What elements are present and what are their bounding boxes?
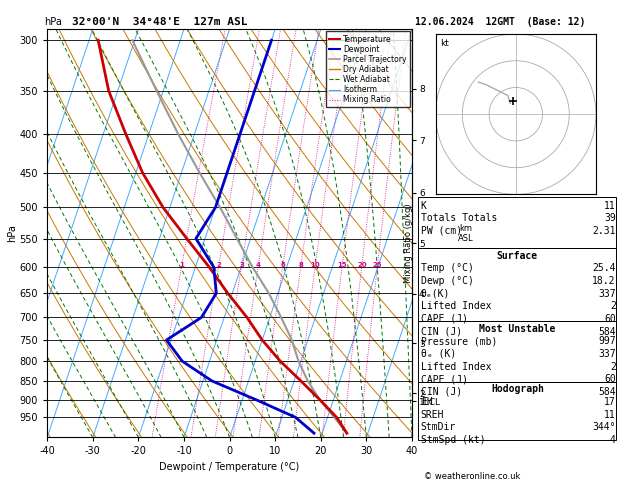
Text: StmSpd (kt): StmSpd (kt) <box>421 435 486 445</box>
Text: 12.06.2024  12GMT  (Base: 12): 12.06.2024 12GMT (Base: 12) <box>415 17 586 27</box>
Text: 6: 6 <box>281 262 286 268</box>
Text: 60: 60 <box>604 314 616 324</box>
Text: kt: kt <box>440 39 449 48</box>
Text: 2: 2 <box>216 262 221 268</box>
Text: Temp (°C): Temp (°C) <box>421 263 474 274</box>
Text: CIN (J): CIN (J) <box>421 387 462 397</box>
Text: CIN (J): CIN (J) <box>421 327 462 337</box>
Text: 2: 2 <box>610 301 616 312</box>
Text: Lifted Index: Lifted Index <box>421 301 491 312</box>
Y-axis label: hPa: hPa <box>7 225 17 242</box>
Text: Mixing Ratio (g/kg): Mixing Ratio (g/kg) <box>404 203 413 283</box>
Text: 4: 4 <box>256 262 261 268</box>
Text: CAPE (J): CAPE (J) <box>421 314 468 324</box>
Text: θₑ(K): θₑ(K) <box>421 289 450 299</box>
Text: hPa: hPa <box>44 17 62 27</box>
Text: θₑ (K): θₑ (K) <box>421 349 456 359</box>
Text: 3: 3 <box>239 262 244 268</box>
Text: Lifted Index: Lifted Index <box>421 362 491 372</box>
Text: SREH: SREH <box>421 410 444 420</box>
Text: 11: 11 <box>604 201 616 211</box>
Text: 337: 337 <box>598 349 616 359</box>
Y-axis label: km
ASL: km ASL <box>458 224 474 243</box>
Text: Most Unstable: Most Unstable <box>479 324 555 334</box>
Text: 2.31: 2.31 <box>593 226 616 236</box>
Text: 2: 2 <box>610 362 616 372</box>
Text: 18.2: 18.2 <box>593 276 616 286</box>
Text: K: K <box>421 201 426 211</box>
Legend: Temperature, Dewpoint, Parcel Trajectory, Dry Adiabat, Wet Adiabat, Isotherm, Mi: Temperature, Dewpoint, Parcel Trajectory… <box>326 32 409 107</box>
Text: CAPE (J): CAPE (J) <box>421 374 468 384</box>
Text: 11: 11 <box>604 410 616 420</box>
Text: 10: 10 <box>310 262 320 268</box>
Text: 32°00'N  34°48'E  127m ASL: 32°00'N 34°48'E 127m ASL <box>72 17 248 27</box>
Text: 344°: 344° <box>593 422 616 433</box>
Text: 60: 60 <box>604 374 616 384</box>
Text: 15: 15 <box>337 262 347 268</box>
Text: Pressure (mb): Pressure (mb) <box>421 336 497 347</box>
Text: © weatheronline.co.uk: © weatheronline.co.uk <box>423 472 520 481</box>
Text: 17: 17 <box>604 397 616 407</box>
Text: Dewp (°C): Dewp (°C) <box>421 276 474 286</box>
Text: 4: 4 <box>610 435 616 445</box>
X-axis label: Dewpoint / Temperature (°C): Dewpoint / Temperature (°C) <box>160 462 299 472</box>
Text: EH: EH <box>421 397 433 407</box>
Text: 25: 25 <box>373 262 382 268</box>
Text: StmDir: StmDir <box>421 422 456 433</box>
Text: 25.4: 25.4 <box>593 263 616 274</box>
Text: 39: 39 <box>604 213 616 224</box>
Text: 1: 1 <box>179 262 184 268</box>
Text: Hodograph: Hodograph <box>491 384 544 395</box>
Text: 8: 8 <box>299 262 303 268</box>
Text: Surface: Surface <box>497 251 538 261</box>
Text: Totals Totals: Totals Totals <box>421 213 497 224</box>
Text: 20: 20 <box>357 262 367 268</box>
Text: 997: 997 <box>598 336 616 347</box>
Text: 337: 337 <box>598 289 616 299</box>
Text: 584: 584 <box>598 327 616 337</box>
Text: 584: 584 <box>598 387 616 397</box>
Text: PW (cm): PW (cm) <box>421 226 462 236</box>
